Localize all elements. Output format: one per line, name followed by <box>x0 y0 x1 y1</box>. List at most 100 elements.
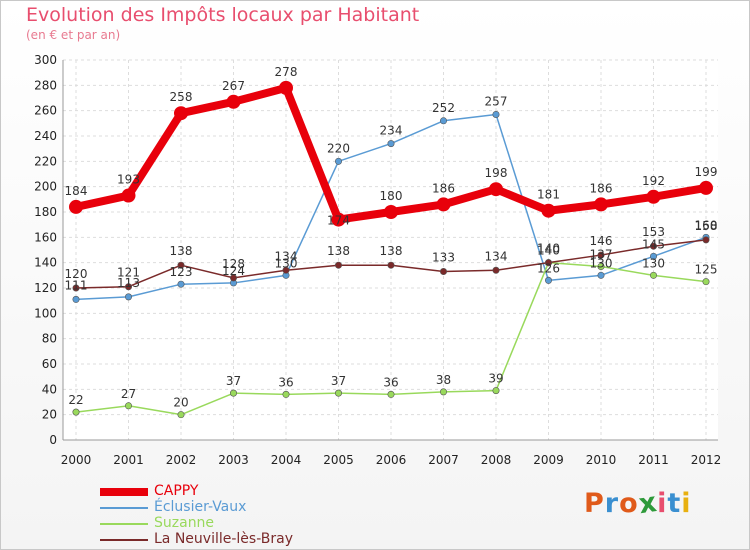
y-tick-label: 120 <box>34 281 57 295</box>
data-point <box>594 197 608 212</box>
data-point <box>177 280 185 288</box>
data-label: 181 <box>537 188 560 202</box>
y-tick-label: 260 <box>34 104 57 118</box>
data-label: 267 <box>222 79 245 93</box>
data-label: 130 <box>275 256 298 270</box>
data-label: 121 <box>117 266 140 280</box>
data-label: 140 <box>537 242 560 256</box>
data-label: 160 <box>695 218 718 232</box>
data-point <box>334 389 342 397</box>
data-point <box>492 266 500 274</box>
data-label: 158 <box>695 219 718 233</box>
legend-swatch <box>100 488 148 496</box>
data-label: 130 <box>590 256 613 270</box>
data-point <box>121 188 136 203</box>
x-tick-label: 2001 <box>113 453 144 467</box>
data-point <box>436 197 451 212</box>
legend-swatch <box>100 507 148 509</box>
data-label: 186 <box>432 181 455 195</box>
data-point <box>702 278 710 286</box>
data-label: 138 <box>327 244 350 258</box>
data-label: 145 <box>642 237 665 251</box>
data-point <box>439 268 447 276</box>
data-label: 124 <box>222 264 245 278</box>
data-label: 37 <box>331 374 346 388</box>
data-label: 38 <box>436 373 451 387</box>
data-point <box>279 80 293 95</box>
data-label: 37 <box>226 374 241 388</box>
data-point <box>597 271 605 279</box>
data-point <box>544 276 552 284</box>
data-point <box>649 252 657 260</box>
data-point <box>387 140 395 148</box>
data-label: 258 <box>170 90 193 104</box>
data-point <box>125 293 133 301</box>
x-tick-label: 2000 <box>61 453 92 467</box>
data-label: 120 <box>65 267 88 281</box>
data-point <box>174 106 188 121</box>
data-point <box>597 251 605 259</box>
data-label: 20 <box>173 396 188 410</box>
data-point <box>226 94 241 109</box>
y-tick-label: 280 <box>34 78 57 92</box>
data-label: 257 <box>485 94 508 108</box>
data-label: 134 <box>485 249 508 263</box>
data-point <box>384 205 398 219</box>
data-point <box>177 261 185 269</box>
legend-label: La Neuville-lès-Bray <box>154 531 293 547</box>
y-tick-label: 240 <box>34 129 57 143</box>
data-point <box>544 259 552 267</box>
data-point <box>597 262 605 270</box>
y-tick-label: 60 <box>42 357 57 371</box>
legend-label: Suzanne <box>154 515 215 531</box>
x-tick-label: 2003 <box>218 453 249 467</box>
data-point <box>282 266 290 274</box>
proxiti-logo[interactable]: Proxiti <box>584 486 692 521</box>
data-label: 123 <box>170 265 193 279</box>
data-point <box>646 189 661 204</box>
data-label: 199 <box>695 165 718 179</box>
data-label: 198 <box>485 166 508 180</box>
data-label: 36 <box>383 375 398 389</box>
data-label: 22 <box>68 393 83 407</box>
data-label: 278 <box>275 65 298 79</box>
data-label: 39 <box>488 372 503 386</box>
y-tick-label: 0 <box>49 433 57 447</box>
data-point <box>230 389 238 397</box>
x-tick-label: 2007 <box>428 453 459 467</box>
legend-swatch <box>100 539 148 541</box>
x-tick-label: 2005 <box>323 453 354 467</box>
data-point <box>72 295 80 303</box>
data-label: 130 <box>642 256 665 270</box>
y-tick-label: 200 <box>34 180 57 194</box>
chart-subtitle: (en € et par an) <box>26 28 121 42</box>
legend-swatch <box>100 523 148 525</box>
data-label: 140 <box>537 244 560 258</box>
data-point <box>72 408 80 416</box>
data-label: 128 <box>222 257 245 271</box>
data-label: 138 <box>170 244 193 258</box>
x-tick-label: 2006 <box>376 453 407 467</box>
data-point <box>125 402 133 410</box>
data-label: 138 <box>380 244 403 258</box>
data-label: 174 <box>327 214 350 228</box>
data-point <box>72 284 80 292</box>
y-tick-label: 160 <box>34 230 57 244</box>
data-point <box>492 387 500 395</box>
chart-title: Evolution des Impôts locaux par Habitant <box>26 4 420 26</box>
x-tick-label: 2004 <box>271 453 302 467</box>
data-label: 184 <box>65 184 88 198</box>
data-label: 193 <box>117 173 140 187</box>
x-tick-label: 2011 <box>638 453 669 467</box>
data-label: 113 <box>117 276 140 290</box>
x-tick-label: 2010 <box>586 453 617 467</box>
data-label: 27 <box>121 387 136 401</box>
y-tick-label: 80 <box>42 332 57 346</box>
y-tick-label: 180 <box>34 205 57 219</box>
data-point <box>649 271 657 279</box>
x-tick-label: 2002 <box>166 453 197 467</box>
data-point <box>230 274 238 282</box>
y-tick-label: 220 <box>34 154 57 168</box>
data-label: 220 <box>327 141 350 155</box>
data-label: 126 <box>537 261 560 275</box>
